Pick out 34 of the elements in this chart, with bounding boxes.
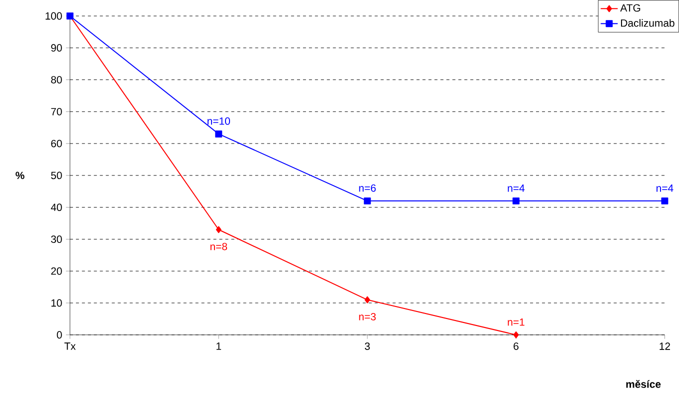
y-tick-label: 100 (46, 12, 62, 20)
legend-label: ATG (620, 4, 640, 12)
point (661, 198, 668, 204)
x-tick-label: 12 (660, 342, 670, 350)
annotation: n=10 (208, 117, 230, 125)
y-tick-label: 20 (51, 267, 62, 275)
y-tick-label: 50 (51, 172, 62, 180)
annotation: n=3 (359, 313, 376, 320)
y-tick-label: 30 (51, 236, 62, 243)
y-tick-label: 0 (56, 331, 62, 339)
x-tick-label: 1 (216, 342, 222, 350)
x-tick-label: 6 (514, 342, 518, 350)
y-tick-label: 90 (51, 44, 62, 52)
point (364, 198, 371, 204)
x-axis-title: měsíce (626, 380, 661, 388)
x-tick-label: 3 (364, 342, 370, 350)
y-axis-title: % (16, 172, 24, 180)
annotation: n=4 (508, 184, 525, 192)
annotation: n=1 (508, 318, 524, 326)
annotation: n=4 (656, 184, 674, 192)
y-tick-label: 60 (51, 140, 62, 148)
annotation: n=6 (359, 184, 376, 192)
y-tick-label: 70 (51, 108, 62, 116)
point (215, 130, 222, 138)
point (512, 198, 520, 204)
legend-label: Daclizumab (621, 19, 674, 27)
y-tick-label: 80 (51, 76, 62, 84)
point (364, 296, 370, 304)
y-tick-label: 10 (51, 299, 62, 307)
point (216, 226, 222, 234)
annotation: n=8 (210, 242, 228, 250)
x-tick-label: Tx (64, 342, 76, 350)
point (513, 331, 519, 338)
y-tick-label: 40 (50, 204, 62, 212)
